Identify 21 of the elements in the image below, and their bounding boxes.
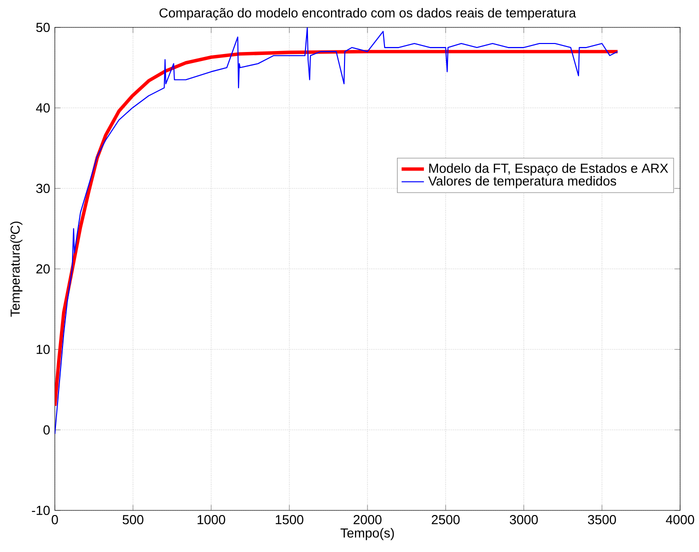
y-tick-label: 40 [36, 103, 50, 112]
x-tick-label: 3500 [588, 514, 616, 524]
legend-label: Valores de temperatura medidos [428, 176, 616, 188]
x-tick-label: 4000 [666, 514, 694, 524]
x-tick-label: 3000 [510, 514, 538, 524]
x-axis-title: Tempo(s) [340, 528, 394, 540]
x-tick-label: 1000 [198, 514, 226, 524]
x-tick-label: 1500 [276, 514, 304, 524]
x-tick-label: 2500 [432, 514, 460, 524]
x-tick-label: 500 [122, 514, 144, 524]
x-tick-label: 0 [52, 514, 58, 524]
y-tick-label: 20 [36, 264, 50, 274]
y-tick-label: 30 [36, 184, 50, 193]
y-tick-label: -10 [32, 506, 50, 515]
x-tick-label: 2000 [354, 514, 382, 524]
y-tick-label: 10 [36, 344, 50, 354]
y-tick-label: 0 [43, 425, 50, 434]
legend-label: Modelo da FT, Espaço de Estados e ARX [429, 163, 668, 176]
y-tick-label: 50 [36, 22, 50, 32]
y-axis-title: Temperatura(ºC) [10, 222, 22, 317]
chart-title: Comparação do modelo encontrado com os dados reais de temperatura [160, 8, 576, 20]
